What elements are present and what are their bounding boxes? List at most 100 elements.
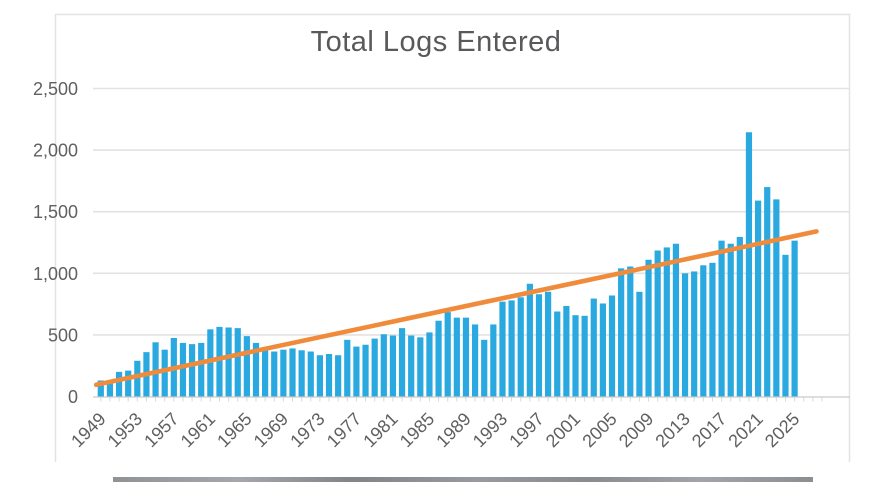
bar-1949[interactable] [97,380,104,397]
bar-1996[interactable] [526,283,533,397]
bar-1971[interactable] [298,350,305,397]
bar-1987[interactable] [444,312,451,397]
bar-1967[interactable] [262,349,269,397]
bar-1988[interactable] [453,317,460,397]
bar-2001[interactable] [572,315,579,397]
bar-1976[interactable] [344,339,351,397]
bar-1977[interactable] [353,346,360,397]
bar-1997[interactable] [535,294,543,397]
bar-1952[interactable] [125,370,132,397]
bar-1956[interactable] [161,349,168,397]
x-tick-label: 1961 [177,409,219,451]
bar-1979[interactable] [371,338,378,397]
bar-1980[interactable] [380,334,387,397]
x-tick-label: 1997 [505,409,547,451]
bar-1986[interactable] [435,320,442,397]
bar-2018[interactable] [727,243,734,397]
bar-1953[interactable] [134,360,141,397]
bar-2022[interactable] [764,187,771,397]
bar-1974[interactable] [325,354,333,397]
bar-1978[interactable] [362,344,369,397]
x-tick-label: 2009 [615,409,657,451]
x-tick-label: 1953 [104,409,146,451]
bar-2005[interactable] [608,295,616,397]
bar-1990[interactable] [471,324,479,397]
x-tick-label: 1993 [469,409,511,451]
bar-1968[interactable] [271,351,278,397]
x-tick-label: 2025 [761,409,803,451]
bar-2007[interactable] [627,266,634,397]
bar-2023[interactable] [773,199,780,397]
bar-2013[interactable] [681,273,689,397]
bar-1993[interactable] [499,301,506,397]
x-tick-label: 1989 [432,409,474,451]
bar-1951[interactable] [115,371,123,397]
bar-1961[interactable] [207,329,214,397]
bar-1955[interactable] [152,342,159,397]
bar-1995[interactable] [517,297,524,397]
y-tick-label: 1,500 [33,202,78,222]
bar-1975[interactable] [335,355,342,397]
bar-2014[interactable] [691,271,698,397]
bar-2021[interactable] [754,200,762,397]
bar-1950[interactable] [106,380,114,397]
bar-1970[interactable] [289,348,296,397]
bar-2024[interactable] [782,254,789,397]
bar-2015[interactable] [700,265,707,397]
chart-title: Total Logs Entered [310,26,562,58]
bar-2019[interactable] [736,236,743,397]
bar-1992[interactable] [490,324,497,397]
bar-2020[interactable] [745,132,753,397]
x-tick-label: 1985 [396,409,438,451]
bar-1960[interactable] [198,342,205,397]
x-tick-label: 2013 [651,409,693,451]
trend-line [93,229,819,388]
bar-1962[interactable] [216,326,223,397]
x-tick-label: 1973 [286,409,328,451]
bar-1964[interactable] [234,328,241,397]
y-tick-label: 0 [68,387,78,407]
bar-2006[interactable] [618,268,625,397]
bar-2003[interactable] [590,298,597,397]
bar-1982[interactable] [398,328,406,397]
bar-2017[interactable] [718,240,725,397]
bar-1991[interactable] [481,339,488,397]
bar-2004[interactable] [599,303,606,397]
bar-2012[interactable] [672,243,680,397]
bar-1963[interactable] [225,327,232,397]
bar-2011[interactable] [663,247,670,397]
bar-2009[interactable] [645,259,652,397]
bar-1973[interactable] [316,355,323,397]
x-tick-label: 1957 [140,409,182,451]
bar-2010[interactable] [654,250,661,397]
bar-1972[interactable] [307,351,314,397]
bar-1965[interactable] [243,336,250,397]
bar-2025[interactable] [791,240,798,397]
bar-1983[interactable] [408,335,415,397]
bar-2008[interactable] [636,291,643,397]
x-tick-label: 1949 [67,409,109,451]
bar-1981[interactable] [389,335,397,397]
y-tick-label: 1,000 [33,264,78,284]
bar-1989[interactable] [462,317,470,397]
x-tick-label: 1981 [359,409,401,451]
bar-1985[interactable] [426,332,433,397]
bar-1959[interactable] [188,344,196,397]
bar-2002[interactable] [581,315,588,397]
bar-2016[interactable] [709,262,716,397]
bar-2000[interactable] [563,305,570,397]
bar-1984[interactable] [417,337,424,397]
y-tick-label: 500 [48,325,78,345]
x-tick-label: 2005 [578,409,620,451]
bar-1969[interactable] [280,349,287,397]
bar-1998[interactable] [545,291,552,397]
x-tick-label: 1969 [250,409,292,451]
x-tick-label: 2001 [542,409,584,451]
bar-1999[interactable] [554,311,561,397]
bar-1994[interactable] [508,300,515,397]
bar-1966[interactable] [252,342,260,397]
x-tick-label: 2021 [724,409,766,451]
bar-1958[interactable] [179,342,187,397]
